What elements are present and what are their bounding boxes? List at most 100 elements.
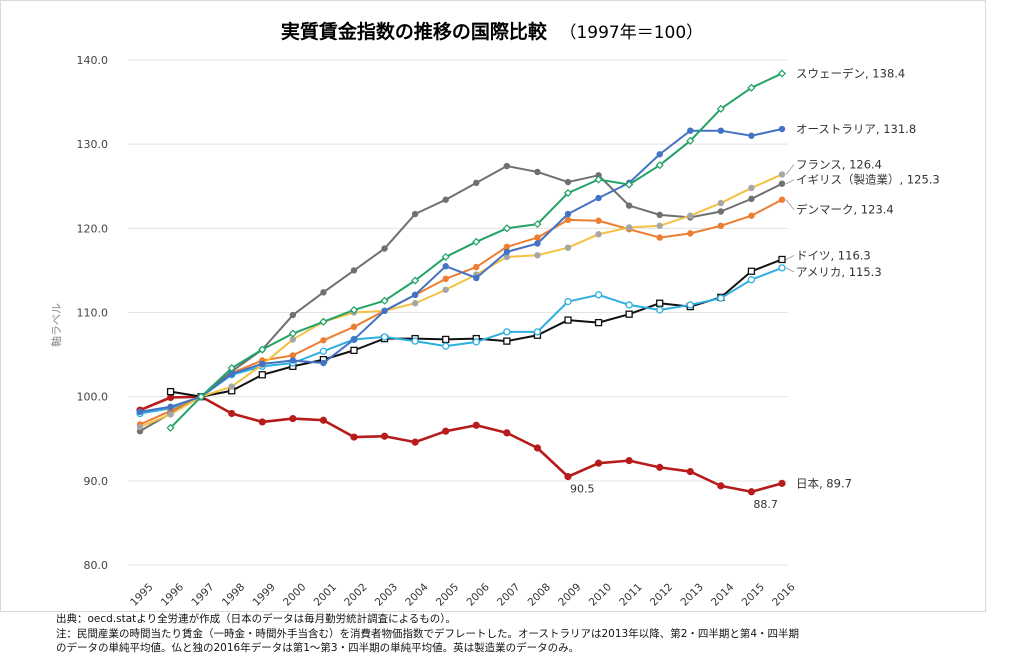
label-leader xyxy=(785,255,795,260)
y-tick-label: 120.0 xyxy=(77,222,109,235)
data-point xyxy=(442,427,450,435)
data-point xyxy=(503,162,511,170)
data-point xyxy=(533,444,542,452)
data-point xyxy=(473,263,480,271)
data-point xyxy=(595,194,602,202)
data-point xyxy=(228,370,235,378)
data-point xyxy=(411,300,419,307)
data-point xyxy=(563,188,573,198)
data-point xyxy=(289,414,297,423)
series-7 xyxy=(136,393,786,496)
data-point xyxy=(656,211,663,219)
data-point xyxy=(320,337,327,344)
y-tick-label: 80.0 xyxy=(84,559,109,572)
data-point xyxy=(594,459,603,467)
y-tick-label: 90.0 xyxy=(84,475,109,488)
data-point xyxy=(594,175,603,184)
data-point xyxy=(748,195,755,203)
gridlines xyxy=(128,59,788,566)
x-tick-label: 2005 xyxy=(434,581,461,608)
x-tick-label: 2016 xyxy=(770,581,798,609)
series-line xyxy=(139,173,783,428)
data-point xyxy=(166,393,175,402)
data-point xyxy=(687,230,694,237)
data-point xyxy=(564,216,572,224)
data-point xyxy=(778,264,786,272)
data-point xyxy=(716,104,725,113)
data-point xyxy=(594,291,603,299)
data-point xyxy=(656,151,663,158)
y-tick-label: 100.0 xyxy=(77,391,109,404)
series-0 xyxy=(166,69,787,432)
data-point xyxy=(320,289,327,296)
data-point xyxy=(472,338,480,346)
y-tick-label: 130.0 xyxy=(77,138,109,151)
data-point xyxy=(472,421,480,429)
data-point xyxy=(655,161,664,170)
data-point xyxy=(167,403,174,410)
data-point xyxy=(411,210,419,218)
data-point xyxy=(686,136,695,145)
value-annotation: 88.7 xyxy=(753,498,778,511)
data-point xyxy=(687,127,694,134)
data-point xyxy=(320,359,327,367)
data-point xyxy=(227,364,236,373)
value-annotation: 90.5 xyxy=(570,483,595,496)
data-point xyxy=(503,253,511,261)
data-point xyxy=(778,125,786,133)
data-point xyxy=(441,252,450,261)
data-point xyxy=(289,352,297,359)
data-point xyxy=(228,383,235,390)
data-point xyxy=(350,323,358,331)
data-point xyxy=(717,482,725,490)
data-point xyxy=(503,248,511,256)
data-point xyxy=(258,345,267,354)
data-point xyxy=(747,276,756,284)
x-tick-label: 2004 xyxy=(403,581,431,609)
data-point xyxy=(717,222,725,230)
data-point xyxy=(259,360,266,368)
data-point xyxy=(747,83,756,92)
label-leader xyxy=(785,267,795,273)
data-point xyxy=(687,212,694,219)
data-point xyxy=(197,392,206,401)
data-point xyxy=(288,329,297,338)
data-point xyxy=(350,346,358,355)
x-tick-label: 1995 xyxy=(128,581,155,608)
annotations: 90.5 88.7 xyxy=(570,483,778,511)
data-point xyxy=(595,217,602,224)
x-tick-label: 2013 xyxy=(678,581,705,608)
data-point xyxy=(166,387,175,396)
data-point xyxy=(349,305,359,315)
data-point xyxy=(534,240,541,247)
data-point xyxy=(564,178,572,186)
data-point xyxy=(564,210,572,218)
data-point xyxy=(136,408,144,416)
series-line xyxy=(139,266,783,415)
data-point xyxy=(534,168,541,176)
data-point xyxy=(136,423,144,431)
y-axis-label: 軸ラベル xyxy=(49,303,63,347)
series-line xyxy=(139,395,783,494)
label-leader xyxy=(785,199,795,210)
x-tick-label: 2015 xyxy=(740,581,767,608)
data-point xyxy=(350,433,358,441)
x-tick-label: 1999 xyxy=(250,581,277,608)
data-point xyxy=(503,328,511,336)
series-end-label: デンマーク, 123.4 xyxy=(796,203,894,217)
data-point xyxy=(595,172,602,179)
data-point xyxy=(167,411,174,418)
data-point xyxy=(258,418,266,426)
x-tick-label: 2012 xyxy=(648,581,675,608)
data-point xyxy=(686,301,694,309)
data-point xyxy=(319,347,328,355)
data-point xyxy=(686,467,694,476)
label-leader xyxy=(785,179,795,185)
data-point xyxy=(717,199,725,207)
data-point xyxy=(442,196,449,203)
data-point xyxy=(503,337,511,345)
data-point xyxy=(777,69,787,78)
series-end-label: 日本, 89.7 xyxy=(796,476,852,490)
data-point xyxy=(564,297,572,306)
data-point xyxy=(717,294,725,302)
